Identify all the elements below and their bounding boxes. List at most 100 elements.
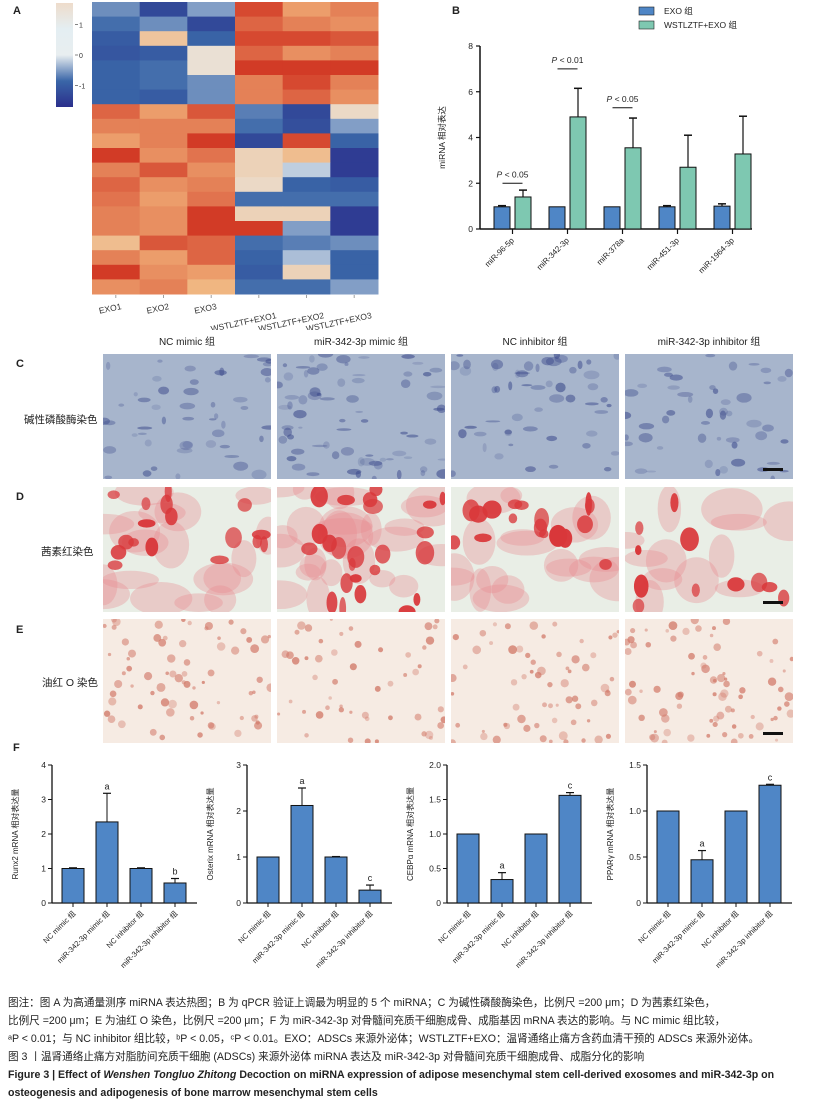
bar: [290, 804, 314, 904]
lipid-droplet: [204, 621, 213, 631]
stain-nodule: [110, 544, 127, 560]
heatmap-cell: [330, 45, 379, 61]
stain-spot: [720, 399, 731, 406]
stain-spot: [638, 423, 655, 430]
heatmap-cell: [282, 235, 331, 251]
lipid-droplet: [777, 706, 782, 711]
lipid-droplet: [665, 629, 669, 633]
heatmap-cell: [187, 206, 236, 222]
stain-spot: [736, 393, 752, 403]
stain-haze: [204, 585, 237, 612]
heatmap-cell: [235, 264, 284, 280]
stain-spot: [131, 433, 138, 437]
lipid-droplet: [165, 671, 170, 676]
x-tick-label: miR-1964-3p: [697, 236, 736, 275]
stain-spot: [233, 396, 248, 403]
y-axis-label: Osterix mRNA 相对表达量: [205, 788, 215, 881]
micrograph-alizarin-2: [277, 487, 445, 612]
lipid-droplet: [294, 629, 300, 635]
heatmap-cell: [235, 75, 284, 91]
stain-nodule: [577, 515, 593, 534]
column-title-nc-mimic: NC mimic 组: [158, 337, 216, 348]
heatmap-cell: [139, 118, 188, 134]
lipid-droplet: [737, 732, 744, 739]
x-tick-label: miR-342-3p inhibitor 组: [118, 908, 180, 970]
stain-spot: [565, 394, 576, 403]
lipid-droplet: [207, 722, 215, 729]
lipid-droplet: [109, 690, 117, 698]
stain-haze: [103, 564, 118, 606]
lipid-droplet: [451, 691, 455, 696]
stain-spot: [534, 407, 543, 412]
lipid-droplet: [639, 689, 643, 693]
lipid-droplet: [629, 680, 636, 688]
heatmap-cell: [235, 89, 284, 105]
bar: [558, 794, 582, 904]
significance-mark: a: [299, 776, 304, 786]
stain-spot: [214, 370, 227, 376]
stain-spot: [762, 424, 774, 432]
colorbar-tick-label: 0: [79, 53, 83, 60]
lipid-droplet: [687, 734, 695, 742]
stain-spot: [600, 397, 608, 403]
heatmap-cell: [92, 16, 141, 32]
micrograph-texture: [625, 354, 793, 479]
lipid-droplet: [364, 716, 370, 722]
stain-spot: [352, 374, 366, 377]
lipid-droplet: [517, 714, 526, 724]
x-tick-label: NC mimic 组: [236, 908, 273, 945]
column-title-mir342-mimic: miR-342-3p mimic 组: [314, 337, 408, 348]
significance-mark: c: [568, 781, 573, 791]
lipid-droplet: [645, 641, 652, 648]
lipid-droplet: [625, 688, 632, 696]
lipid-droplet: [338, 707, 344, 713]
y-tick-label: 0: [236, 898, 241, 908]
bar: [129, 868, 153, 904]
lipid-droplet: [143, 672, 153, 681]
heatmap-cell: [139, 133, 188, 149]
stain-spot: [603, 467, 612, 472]
stain-nodule: [128, 538, 139, 547]
row-label-alizarin: 茜素红染色: [41, 546, 94, 558]
stain-spot: [355, 470, 362, 478]
lipid-droplet: [638, 714, 645, 722]
lipid-droplet: [716, 711, 725, 720]
stain-spot: [286, 456, 297, 462]
heatmap-cell: [139, 31, 188, 47]
lipid-droplet: [712, 692, 717, 697]
micrograph-texture: [625, 487, 793, 612]
lipid-droplet: [364, 738, 371, 743]
stain-spot: [278, 404, 292, 410]
stain-nodule: [326, 591, 338, 612]
stain-spot: [514, 371, 530, 375]
heatmap-cell: [187, 2, 236, 18]
stain-spot: [243, 354, 259, 359]
lipid-droplet: [150, 690, 155, 696]
stain-spot: [137, 432, 147, 435]
lipid-droplet: [575, 703, 582, 710]
lipid-droplet: [117, 720, 126, 729]
stain-spot: [548, 464, 559, 469]
row-label-oilred: 油红 O 染色: [42, 677, 99, 689]
bar: [163, 882, 187, 904]
lipid-droplet: [630, 641, 637, 649]
lipid-droplet: [529, 621, 539, 630]
stain-haze: [674, 557, 719, 604]
heatmap-cell: [235, 45, 284, 61]
significance-mark: b: [172, 867, 177, 877]
stain-nodule: [599, 558, 612, 570]
stain-spot: [515, 370, 529, 378]
lipid-droplet: [541, 634, 546, 639]
stain-haze: [304, 547, 327, 581]
heatmap-cell: [235, 221, 284, 237]
stain-spot: [400, 431, 408, 435]
stain-spot: [278, 435, 288, 444]
stain-spot: [103, 417, 110, 425]
stain-spot: [298, 426, 303, 429]
lipid-droplet: [489, 641, 494, 646]
stain-spot: [719, 407, 728, 416]
stain-spot: [295, 366, 311, 369]
stain-spot: [725, 410, 733, 417]
significance-label: P < 0.05: [607, 94, 639, 104]
stain-nodule: [310, 487, 328, 508]
